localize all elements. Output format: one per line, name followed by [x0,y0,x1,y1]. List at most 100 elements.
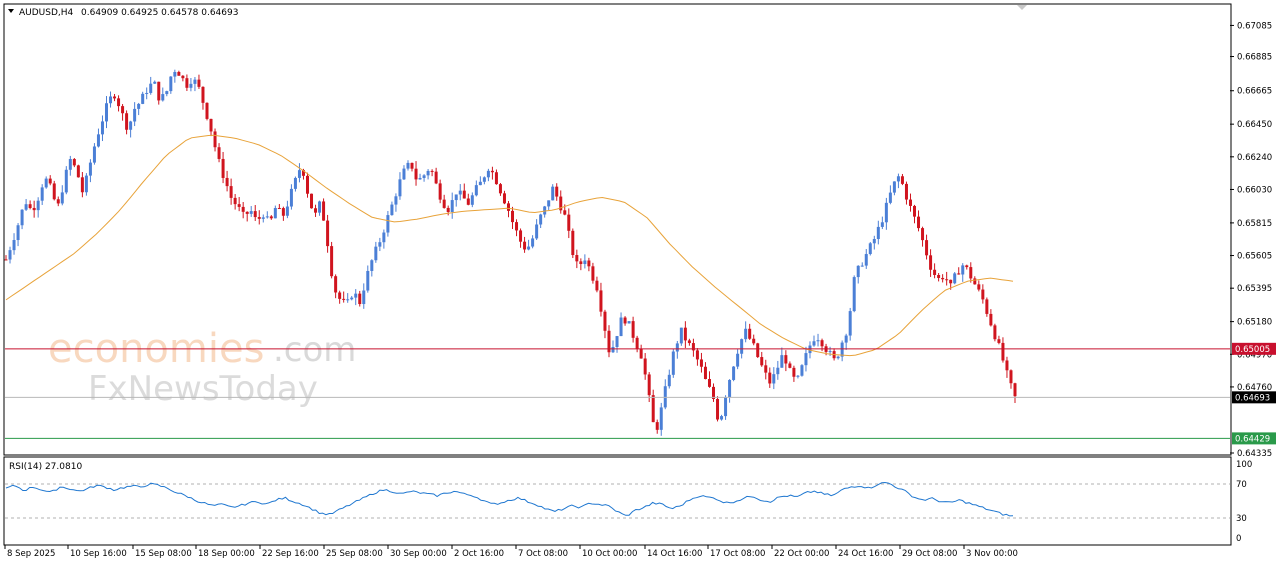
candle-body [852,277,856,312]
candle-body [494,172,498,185]
level-label-box [1232,432,1276,445]
candle-body [261,217,265,219]
candle-body [900,176,904,184]
candle-body [225,177,229,187]
candle-body [209,118,213,132]
candle-body [675,343,679,352]
candle-body [555,186,559,197]
candle-body [442,199,446,208]
candle-body [466,198,470,205]
time-tick-label: 29 Oct 08:00 [902,549,957,559]
candle-body [1005,360,1009,371]
candle-body [639,348,643,359]
candle-body [583,260,587,265]
candle-body [519,230,523,242]
candle-body [631,321,635,338]
candle-body [1013,383,1017,397]
candle-body [961,265,965,275]
candle-body [398,179,402,197]
candle-body [892,181,896,193]
candle-body [603,311,607,331]
candle-body [712,386,716,399]
candle-body [498,184,502,194]
candle-body [913,205,917,217]
candle-body [945,279,949,281]
candle-body [953,273,957,284]
candle-body [635,337,639,349]
candle-body [12,240,16,251]
price-tick-label: 0.64760 [1237,383,1272,393]
candle-body [44,178,48,188]
candle-body [876,226,880,240]
candle-body [776,367,780,375]
candle-body [157,81,161,101]
candle-body [760,357,764,366]
candle-body [104,103,108,122]
time-tick-label: 18 Sep 00:00 [198,549,255,559]
candle-body [993,325,997,340]
candle-body [245,211,249,214]
candle-body [177,71,181,76]
candle-body [772,374,776,384]
candle-body [848,311,852,336]
candle-body [366,270,370,291]
price-axis: 0.67085 0.66885 0.66665 0.66450 0.66240 0.660… [1230,21,1272,459]
price-tick-label: 0.65815 [1237,219,1272,229]
candle-body [1001,342,1005,361]
candle-body [434,171,438,184]
candle-body [36,200,40,211]
candle-body [354,293,358,298]
candle-body [121,106,125,114]
candle-body [595,280,599,291]
candle-body [482,177,486,182]
candle-body [925,240,929,256]
candle-body [856,265,860,278]
candle-body [20,209,24,226]
time-tick-label: 22 Oct 00:00 [774,549,829,559]
candle-body [486,170,490,178]
candle-body [683,327,687,341]
candle-body [16,225,20,241]
candle-body [523,241,527,250]
candle-body [728,379,732,398]
level-label-box [1232,342,1276,355]
candle-body [24,204,28,210]
candle-body [60,192,64,204]
price-tick-label: 0.66665 [1237,87,1272,97]
candle-body [185,78,189,88]
candle-body [40,187,44,201]
menu-triangle-icon[interactable] [8,9,14,13]
candle-body [189,83,193,88]
candle-body [997,339,1001,343]
candle-body [217,147,221,159]
time-axis: 8 Sep 2025 10 Sep 16:00 15 Sep 08:00 18 Sep… [4,545,1018,559]
price-tick-label: 0.65395 [1237,284,1272,294]
candle-body [872,239,876,244]
candle-body [941,277,945,280]
candle-body [92,146,96,163]
candle-body [792,367,796,377]
candle-body [229,186,233,198]
time-tick-label: 15 Sep 08:00 [135,549,192,559]
candle-body [864,254,868,266]
candle-body [269,216,273,219]
candle-body [515,222,519,231]
candle-body [430,170,434,172]
candle-body [161,94,165,101]
candle-body [193,79,197,84]
candle-body [80,177,84,193]
candle-body [699,359,703,367]
time-tick-label: 10 Oct 00:00 [582,549,637,559]
candle-body [125,113,129,130]
candle-body [740,339,744,354]
candle-body [386,215,390,233]
candle-body [68,159,72,170]
time-tick-label: 25 Sep 08:00 [326,549,383,559]
candle-body [1009,370,1013,384]
chart-shift-icon[interactable] [1017,5,1027,10]
candle-body [527,246,531,250]
ohlc-label: 0.64909 0.64925 0.64578 0.64693 [81,8,238,18]
candle-body [72,159,76,166]
level-label: 0.64429 [1235,434,1270,444]
symbol-label: AUDUSD,H4 [19,8,74,18]
